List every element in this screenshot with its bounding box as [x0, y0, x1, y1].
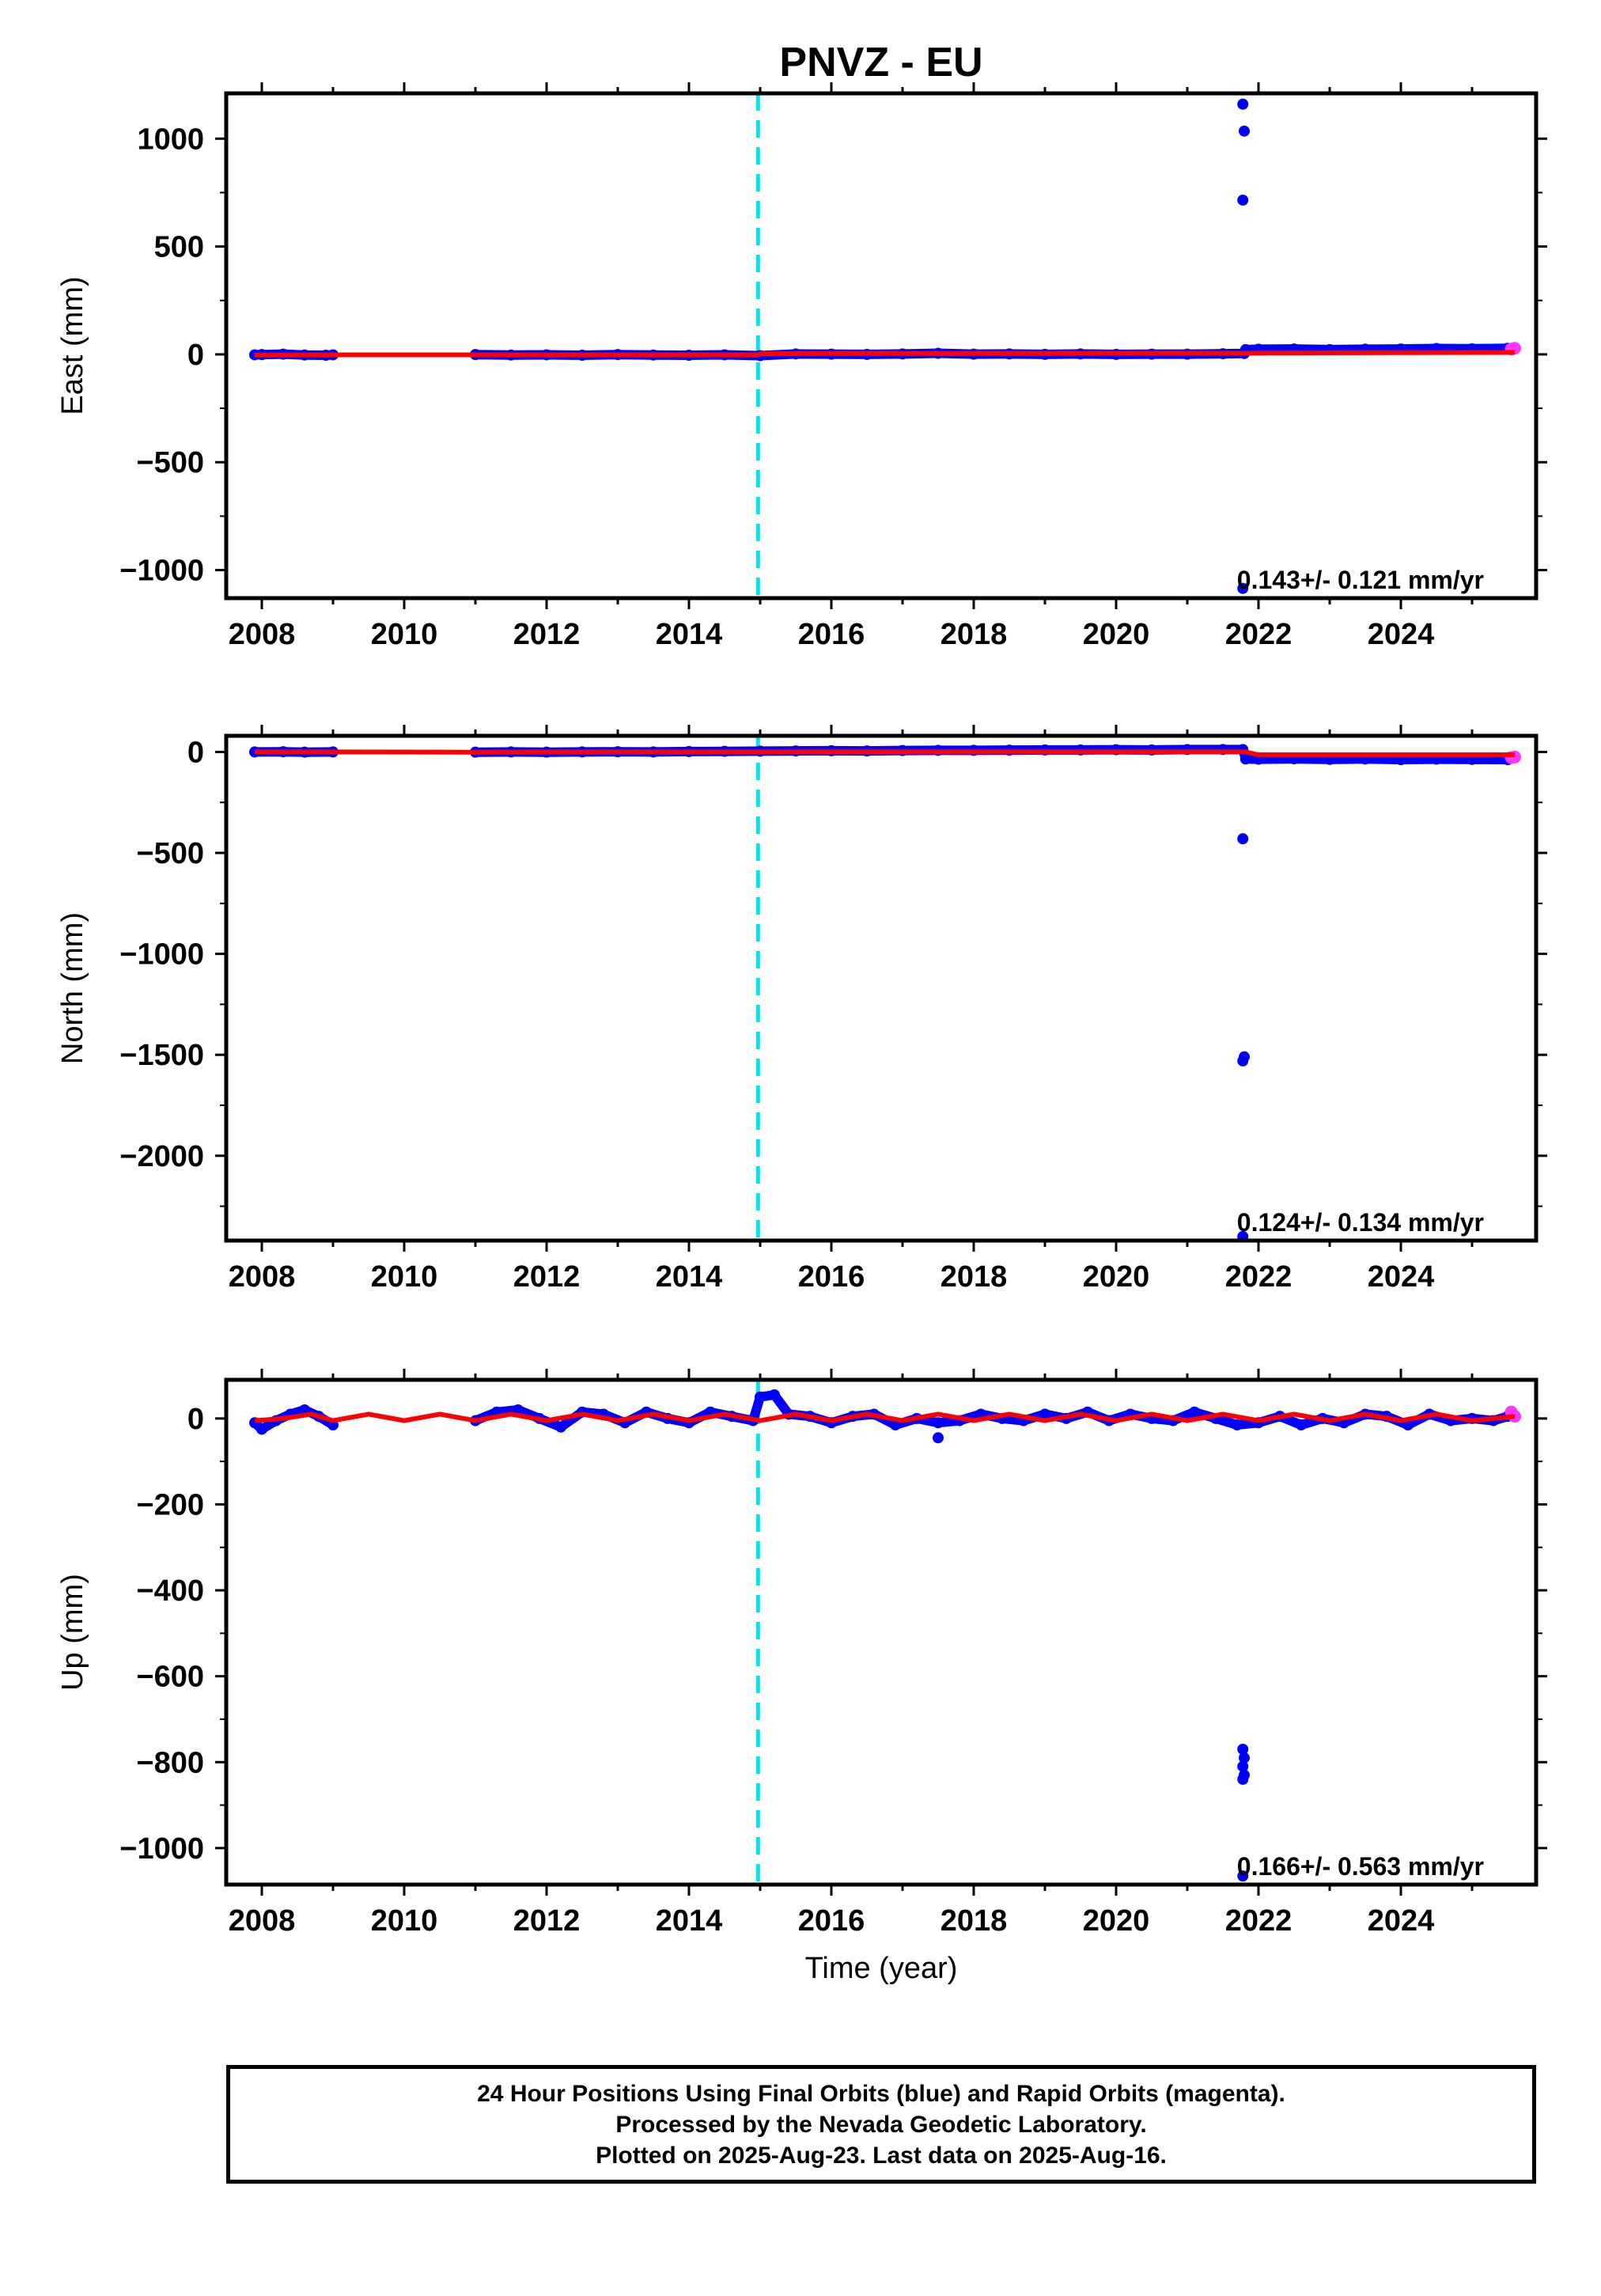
- y-tick-label: −1000: [119, 1832, 204, 1866]
- caption-line-3: Plotted on 2025-Aug-23. Last data on 202…: [596, 2142, 1167, 2169]
- x-tick-label: 2016: [798, 618, 865, 651]
- y-tick-label: 1000: [137, 123, 204, 156]
- chart-title: PNVZ - EU: [779, 40, 982, 85]
- y-tick-label: −500: [136, 446, 204, 479]
- x-tick-label: 2022: [1225, 1904, 1293, 1938]
- x-tick-label: 2022: [1225, 1260, 1293, 1294]
- data-point-final: [1240, 753, 1251, 765]
- data-point-final: [769, 1389, 780, 1401]
- x-tick-label: 2008: [229, 618, 296, 651]
- data-point-final-outliers: [1237, 1743, 1249, 1755]
- x-tick-label: 2012: [513, 618, 581, 651]
- y-axis-label: North (mm): [56, 912, 89, 1064]
- y-tick-label: −1500: [119, 1039, 204, 1072]
- data-point-final-outliers: [1237, 98, 1249, 110]
- plot-area-east: [249, 93, 1521, 598]
- y-tick-label: −200: [136, 1488, 204, 1521]
- y-axis-label: East (mm): [56, 276, 89, 415]
- x-tick-label: 2016: [798, 1904, 865, 1938]
- plot-frame-east: [224, 91, 1539, 601]
- y-tick-label: −500: [136, 837, 204, 870]
- data-point-rapid: [1508, 1410, 1521, 1423]
- model-line: [254, 350, 1516, 358]
- data-point-final-outliers: [1237, 194, 1249, 206]
- data-point-final-outliers: [1237, 1055, 1249, 1067]
- data-point-final-outliers: [1237, 1870, 1249, 1882]
- rate-annotation: 0.124+/- 0.134 mm/yr: [1237, 1208, 1484, 1237]
- y-tick-label: 0: [187, 339, 204, 372]
- x-tick-label: 2024: [1368, 618, 1435, 651]
- caption-line-1: 24 Hour Positions Using Final Orbits (bl…: [477, 2080, 1285, 2107]
- y-tick-label: −1000: [119, 555, 204, 588]
- y-tick-label: 500: [154, 231, 204, 264]
- x-tick-label: 2008: [229, 1904, 296, 1938]
- data-point-final: [555, 1421, 566, 1433]
- series-band-final: [250, 1390, 1512, 1434]
- y-tick-label: 0: [187, 736, 204, 769]
- data-point-final-outliers: [1237, 1773, 1249, 1785]
- x-tick-label: 2020: [1083, 1260, 1150, 1294]
- data-point-final: [1296, 1419, 1307, 1431]
- data-point-final: [1232, 1419, 1243, 1431]
- x-tick-label: 2024: [1368, 1260, 1435, 1294]
- data-point-final-outliers: [1237, 833, 1249, 845]
- rate-annotation: 0.143+/- 0.121 mm/yr: [1237, 566, 1484, 594]
- y-tick-label: −400: [136, 1574, 204, 1608]
- caption-line-2: Processed by the Nevada Geodetic Laborat…: [615, 2111, 1147, 2138]
- x-tick-label: 2018: [941, 618, 1008, 651]
- model-line: [254, 1411, 1516, 1423]
- plot-frame-north: [224, 733, 1539, 1243]
- x-tick-label: 2010: [371, 618, 438, 651]
- panel-north: 2008 2010 2012 2014 2016 2018 2020 2022 2024 0 −50…: [56, 725, 1547, 1294]
- x-tick-label: 2018: [941, 1260, 1008, 1294]
- rate-annotation: 0.166+/- 0.563 mm/yr: [1237, 1852, 1484, 1881]
- data-point-final: [256, 1423, 267, 1435]
- y-axis-label: Up (mm): [56, 1574, 89, 1691]
- x-tick-label: 2024: [1368, 1904, 1435, 1938]
- x-tick-label: 2020: [1083, 1904, 1150, 1938]
- panel-east: 2008 2010 2012 2014 2016 2018 2020 2022 2024 1000…: [56, 82, 1547, 651]
- x-tick-label: 2020: [1083, 618, 1150, 651]
- x-tick-label: 2010: [371, 1260, 438, 1294]
- plot-frame-up: [224, 1377, 1539, 1887]
- x-tick-label: 2012: [513, 1260, 581, 1294]
- plot-area-up: [249, 1380, 1521, 1885]
- x-tick-label: 2022: [1225, 618, 1293, 651]
- x-tick-label: 2016: [798, 1260, 865, 1294]
- plot-area-north: [249, 736, 1521, 1241]
- y-tick-label: −1000: [119, 938, 204, 972]
- panel-up: 2008 2010 2012 2014 2016 2018 2020 2022 2024 0 −20…: [56, 1369, 1547, 1938]
- time-series-chart: PNVZ - EU 2008 2010 2012 2014 2016 2018 2020 20…: [56, 40, 1547, 1985]
- x-tick-label: 2012: [513, 1904, 581, 1938]
- data-point-final-outliers: [1237, 1230, 1249, 1241]
- data-point-final: [1189, 1406, 1200, 1418]
- x-tick-label: 2014: [656, 1260, 723, 1294]
- x-axis-label: Time (year): [805, 1952, 958, 1985]
- data-point-final-outliers: [933, 1432, 944, 1444]
- data-point-final: [755, 1391, 766, 1403]
- x-tick-label: 2018: [941, 1904, 1008, 1938]
- x-tick-label: 2010: [371, 1904, 438, 1938]
- x-tick-label: 2008: [229, 1260, 296, 1294]
- data-point-final: [1039, 1408, 1050, 1420]
- y-tick-label: −600: [136, 1661, 204, 1694]
- y-tick-label: −800: [136, 1746, 204, 1779]
- data-point-final-outliers: [1239, 1752, 1250, 1764]
- data-point-final-outliers: [1237, 1760, 1249, 1772]
- data-point-final-outliers: [1239, 125, 1250, 137]
- data-point-final-outliers: [1237, 582, 1249, 594]
- y-tick-label: −2000: [119, 1140, 204, 1173]
- x-tick-label: 2014: [656, 1904, 723, 1938]
- y-tick-label: 0: [187, 1403, 204, 1436]
- x-tick-label: 2014: [656, 618, 723, 651]
- caption-box: 24 Hour Positions Using Final Orbits (bl…: [226, 2065, 1536, 2184]
- model-line: [255, 749, 1515, 757]
- data-point-final: [933, 1417, 944, 1429]
